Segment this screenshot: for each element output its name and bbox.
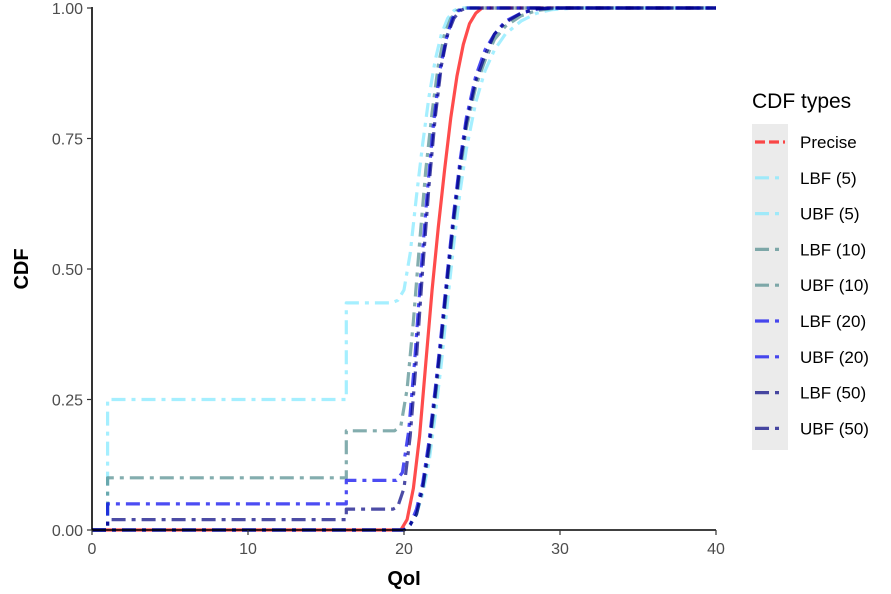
legend-label-5: LBF (20) xyxy=(800,312,866,331)
axes xyxy=(91,7,716,531)
legend: CDF types Precise LBF (5) UBF (5) LBF (10) U… xyxy=(752,90,869,450)
x-tick-label: 40 xyxy=(707,541,725,558)
series-line-3 xyxy=(92,6,716,532)
legend-title: CDF types xyxy=(752,90,851,113)
series-line-2 xyxy=(92,6,716,532)
legend-label-4: UBF (10) xyxy=(800,276,869,295)
x-tick-label: 0 xyxy=(88,541,97,558)
x-axis-title: QoI xyxy=(387,568,420,590)
y-tick-label: 0.50 xyxy=(52,262,83,279)
series-line-5 xyxy=(92,6,716,532)
y-axis-title: CDF xyxy=(11,248,33,289)
legend-label-8: UBF (50) xyxy=(800,419,869,438)
y-tick-label: 0.75 xyxy=(52,132,83,149)
ticks: 0 10 20 30 40 0.00 0.25 0.50 0.75 1.00 xyxy=(52,1,725,558)
legend-label-0: Precise xyxy=(800,133,857,152)
series-line-6 xyxy=(92,6,716,532)
legend-label-7: LBF (50) xyxy=(800,384,866,403)
y-tick-label: 0.25 xyxy=(52,393,83,410)
y-tick-label: 1.00 xyxy=(52,1,83,18)
plot-lines xyxy=(92,6,716,532)
legend-items: Precise LBF (5) UBF (5) LBF (10) UBF (10) LBF… xyxy=(755,133,869,438)
series-line-1 xyxy=(92,6,716,532)
y-tick-label: 0.00 xyxy=(52,523,83,540)
series-line-7 xyxy=(92,6,716,532)
x-tick-label: 30 xyxy=(551,541,569,558)
legend-key-background xyxy=(752,124,788,450)
legend-label-6: UBF (20) xyxy=(800,348,869,367)
x-tick-label: 10 xyxy=(239,541,257,558)
x-tick-label: 20 xyxy=(395,541,413,558)
legend-label-1: LBF (5) xyxy=(800,169,857,188)
series-line-8 xyxy=(92,6,716,532)
legend-label-3: LBF (10) xyxy=(800,240,866,259)
legend-label-2: UBF (5) xyxy=(800,205,860,224)
series-line-0 xyxy=(92,6,716,532)
series-line-4 xyxy=(92,6,716,532)
